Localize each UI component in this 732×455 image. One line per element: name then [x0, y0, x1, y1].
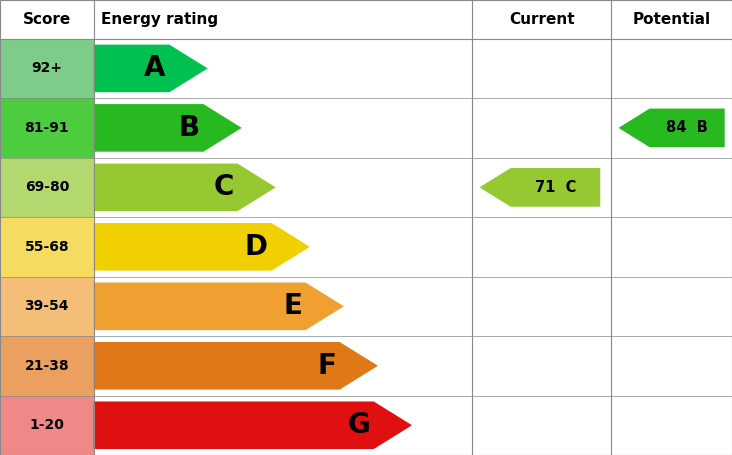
Polygon shape: [94, 401, 412, 449]
Bar: [0, 0, 732, 39]
Polygon shape: [479, 168, 600, 207]
Bar: [0, 98, 94, 157]
Bar: [611, 395, 732, 455]
Bar: [472, 39, 611, 98]
Polygon shape: [94, 283, 344, 330]
Text: Potential: Potential: [632, 12, 711, 27]
Text: G: G: [348, 411, 370, 439]
Polygon shape: [94, 223, 310, 271]
Text: 55-68: 55-68: [25, 240, 69, 254]
Bar: [472, 395, 611, 455]
Text: 92+: 92+: [31, 61, 62, 76]
Polygon shape: [619, 109, 725, 147]
Polygon shape: [94, 45, 208, 92]
Bar: [472, 98, 611, 157]
Bar: [94, 98, 472, 157]
Text: 1-20: 1-20: [29, 418, 64, 432]
Bar: [94, 395, 472, 455]
Bar: [0, 39, 94, 98]
Text: 69-80: 69-80: [25, 180, 69, 194]
Text: 21-38: 21-38: [25, 359, 69, 373]
Bar: [611, 39, 732, 98]
Bar: [611, 98, 732, 157]
Bar: [94, 157, 472, 217]
Text: Current: Current: [509, 12, 575, 27]
Polygon shape: [94, 342, 378, 389]
Bar: [0, 336, 94, 395]
Bar: [611, 157, 732, 217]
Text: Score: Score: [23, 12, 71, 27]
Bar: [611, 336, 732, 395]
Bar: [0, 395, 94, 455]
Bar: [472, 157, 611, 217]
Polygon shape: [94, 163, 276, 211]
Bar: [0, 217, 94, 277]
Text: E: E: [283, 292, 302, 320]
Text: 84  B: 84 B: [666, 121, 708, 136]
Bar: [0, 277, 94, 336]
Bar: [611, 217, 732, 277]
Bar: [94, 39, 472, 98]
Bar: [472, 336, 611, 395]
Text: 39-54: 39-54: [25, 299, 69, 313]
Bar: [472, 217, 611, 277]
Text: Energy rating: Energy rating: [101, 12, 218, 27]
Bar: [611, 277, 732, 336]
Bar: [94, 217, 472, 277]
Text: C: C: [214, 173, 234, 202]
Text: D: D: [245, 233, 268, 261]
Bar: [472, 277, 611, 336]
Text: 71  C: 71 C: [534, 180, 576, 195]
Bar: [94, 336, 472, 395]
Polygon shape: [94, 104, 242, 152]
Text: B: B: [179, 114, 200, 142]
Bar: [0, 157, 94, 217]
Bar: [94, 277, 472, 336]
Text: 81-91: 81-91: [25, 121, 69, 135]
Text: F: F: [317, 352, 336, 380]
Text: A: A: [144, 55, 165, 82]
